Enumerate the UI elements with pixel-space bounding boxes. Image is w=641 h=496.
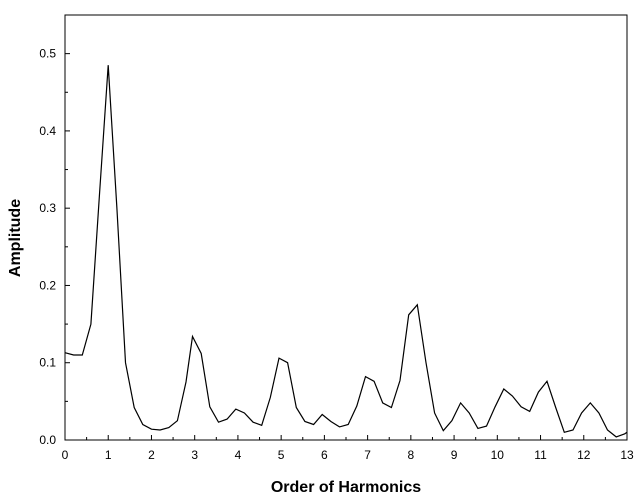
- series-line: [64, 65, 628, 438]
- y-axis-title: Amplitude: [7, 199, 24, 277]
- x-tick-label: 3: [191, 448, 198, 462]
- x-tick-label: 8: [408, 448, 415, 462]
- y-tick-label: 0.0: [39, 433, 56, 447]
- x-tick-label: 13: [620, 448, 634, 462]
- x-tick-label: 7: [364, 448, 371, 462]
- x-tick-label: 12: [577, 448, 591, 462]
- x-tick-label: 10: [491, 448, 505, 462]
- y-tick-label: 0.1: [39, 356, 56, 370]
- x-tick-label: 4: [235, 448, 242, 462]
- y-tick-label: 0.4: [39, 124, 56, 138]
- y-tick-label: 0.3: [39, 201, 56, 215]
- x-tick-label: 5: [278, 448, 285, 462]
- plot-frame: [64, 14, 628, 441]
- x-axis-title: Order of Harmonics: [271, 479, 421, 496]
- x-tick-label: 2: [148, 448, 155, 462]
- x-tick-label: 1: [105, 448, 112, 462]
- x-tick-label: 0: [62, 448, 69, 462]
- x-tick-label: 11: [534, 448, 547, 462]
- y-axis-ticks: 0.0 0.1 0.2 0.3 0.4 0.5: [39, 14, 70, 447]
- x-tick-label: 9: [451, 448, 458, 462]
- x-tick-label: 6: [321, 448, 328, 462]
- y-tick-label: 0.5: [39, 47, 56, 61]
- x-axis-ticks: 0 1 2 3 4 5 6 7 8 9 10 11 12 13: [62, 435, 634, 462]
- y-tick-label: 0.2: [39, 278, 56, 292]
